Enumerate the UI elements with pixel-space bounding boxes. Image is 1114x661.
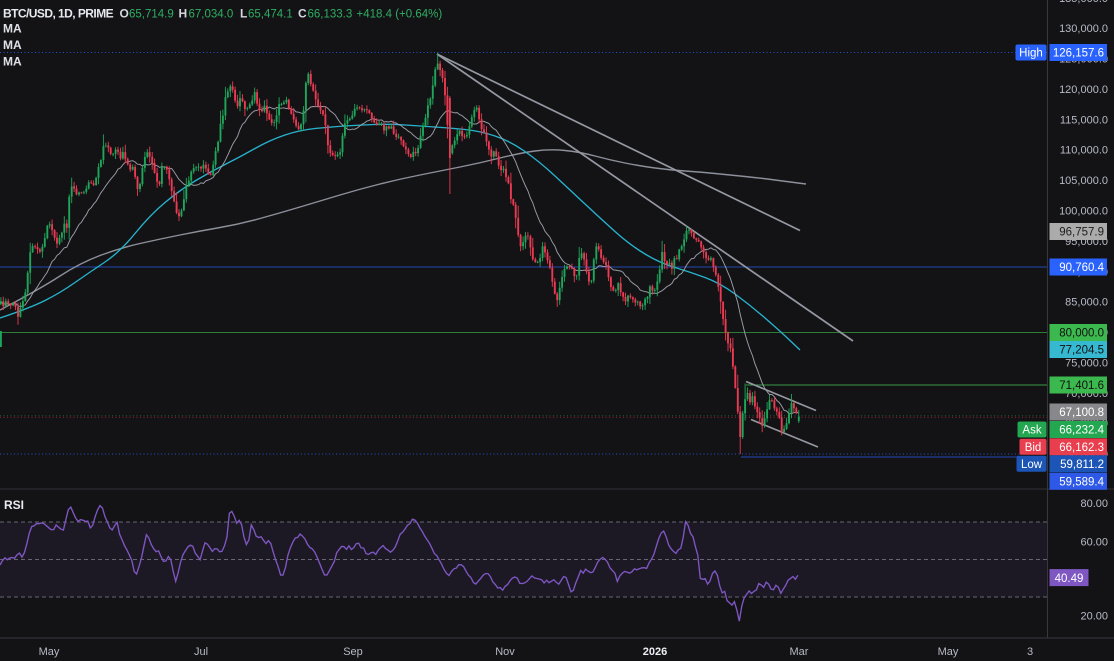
svg-text:90,760.4: 90,760.4 bbox=[1059, 262, 1104, 274]
svg-text:71,401.6: 71,401.6 bbox=[1059, 380, 1104, 392]
svg-text:77,204.5: 77,204.5 bbox=[1059, 345, 1104, 357]
svg-text:59,811.2: 59,811.2 bbox=[1060, 459, 1104, 471]
svg-text:59,589.4: 59,589.4 bbox=[1059, 477, 1104, 489]
svg-text:105,000.0: 105,000.0 bbox=[1059, 175, 1108, 187]
svg-text:80,000.0: 80,000.0 bbox=[1059, 328, 1104, 340]
svg-text:40.49: 40.49 bbox=[1055, 573, 1084, 585]
svg-text:115,000.0: 115,000.0 bbox=[1060, 114, 1108, 126]
svg-text:BTC/USD, 1D, PRIME: BTC/USD, 1D, PRIME bbox=[3, 7, 114, 21]
svg-text:110,000.0: 110,000.0 bbox=[1060, 145, 1108, 157]
svg-text:85,000.0: 85,000.0 bbox=[1065, 297, 1108, 309]
svg-text:May: May bbox=[39, 646, 60, 658]
svg-text:65,714.9: 65,714.9 bbox=[129, 9, 174, 21]
svg-text:Mar: Mar bbox=[790, 646, 809, 658]
svg-text:High: High bbox=[1019, 48, 1043, 60]
svg-text:65,474.1: 65,474.1 bbox=[248, 9, 293, 21]
svg-text:L: L bbox=[240, 7, 247, 21]
svg-text:Low: Low bbox=[1021, 459, 1043, 471]
svg-text:Sep: Sep bbox=[343, 646, 363, 658]
svg-text:96,757.9: 96,757.9 bbox=[1059, 227, 1104, 239]
svg-text:O: O bbox=[120, 7, 129, 21]
svg-text:66,133.3: 66,133.3 bbox=[308, 9, 353, 21]
svg-text:MA: MA bbox=[3, 38, 22, 52]
svg-text:135,000.0: 135,000.0 bbox=[1059, 0, 1108, 5]
svg-text:H: H bbox=[179, 7, 188, 21]
svg-text:MA: MA bbox=[3, 22, 22, 36]
svg-text:C: C bbox=[298, 7, 307, 21]
svg-text:126,157.6: 126,157.6 bbox=[1053, 48, 1104, 60]
svg-text:May: May bbox=[938, 646, 959, 658]
svg-text:Nov: Nov bbox=[495, 646, 515, 658]
svg-text:2026: 2026 bbox=[643, 646, 667, 658]
svg-text:3: 3 bbox=[1027, 646, 1033, 658]
svg-text:60.00: 60.00 bbox=[1080, 536, 1108, 548]
svg-text:120,000.0: 120,000.0 bbox=[1059, 84, 1108, 96]
svg-text:130,000.0: 130,000.0 bbox=[1059, 23, 1108, 35]
svg-text:67,034.0: 67,034.0 bbox=[189, 9, 234, 21]
svg-text:Jul: Jul bbox=[194, 646, 208, 658]
svg-text:20.00: 20.00 bbox=[1080, 611, 1108, 623]
svg-text:+418.4 (+0.64%): +418.4 (+0.64%) bbox=[357, 9, 443, 21]
svg-text:100,000.0: 100,000.0 bbox=[1059, 206, 1108, 218]
svg-text:Bid: Bid bbox=[1025, 442, 1042, 454]
svg-text:75,000.0: 75,000.0 bbox=[1065, 357, 1108, 369]
svg-text:80.00: 80.00 bbox=[1080, 498, 1108, 510]
svg-text:Ask: Ask bbox=[1022, 425, 1041, 437]
svg-text:66,232.4: 66,232.4 bbox=[1059, 425, 1104, 437]
svg-text:67,100.8: 67,100.8 bbox=[1059, 407, 1104, 419]
svg-text:RSI: RSI bbox=[4, 498, 24, 512]
svg-text:66,162.3: 66,162.3 bbox=[1059, 442, 1104, 454]
svg-text:MA: MA bbox=[3, 55, 22, 69]
